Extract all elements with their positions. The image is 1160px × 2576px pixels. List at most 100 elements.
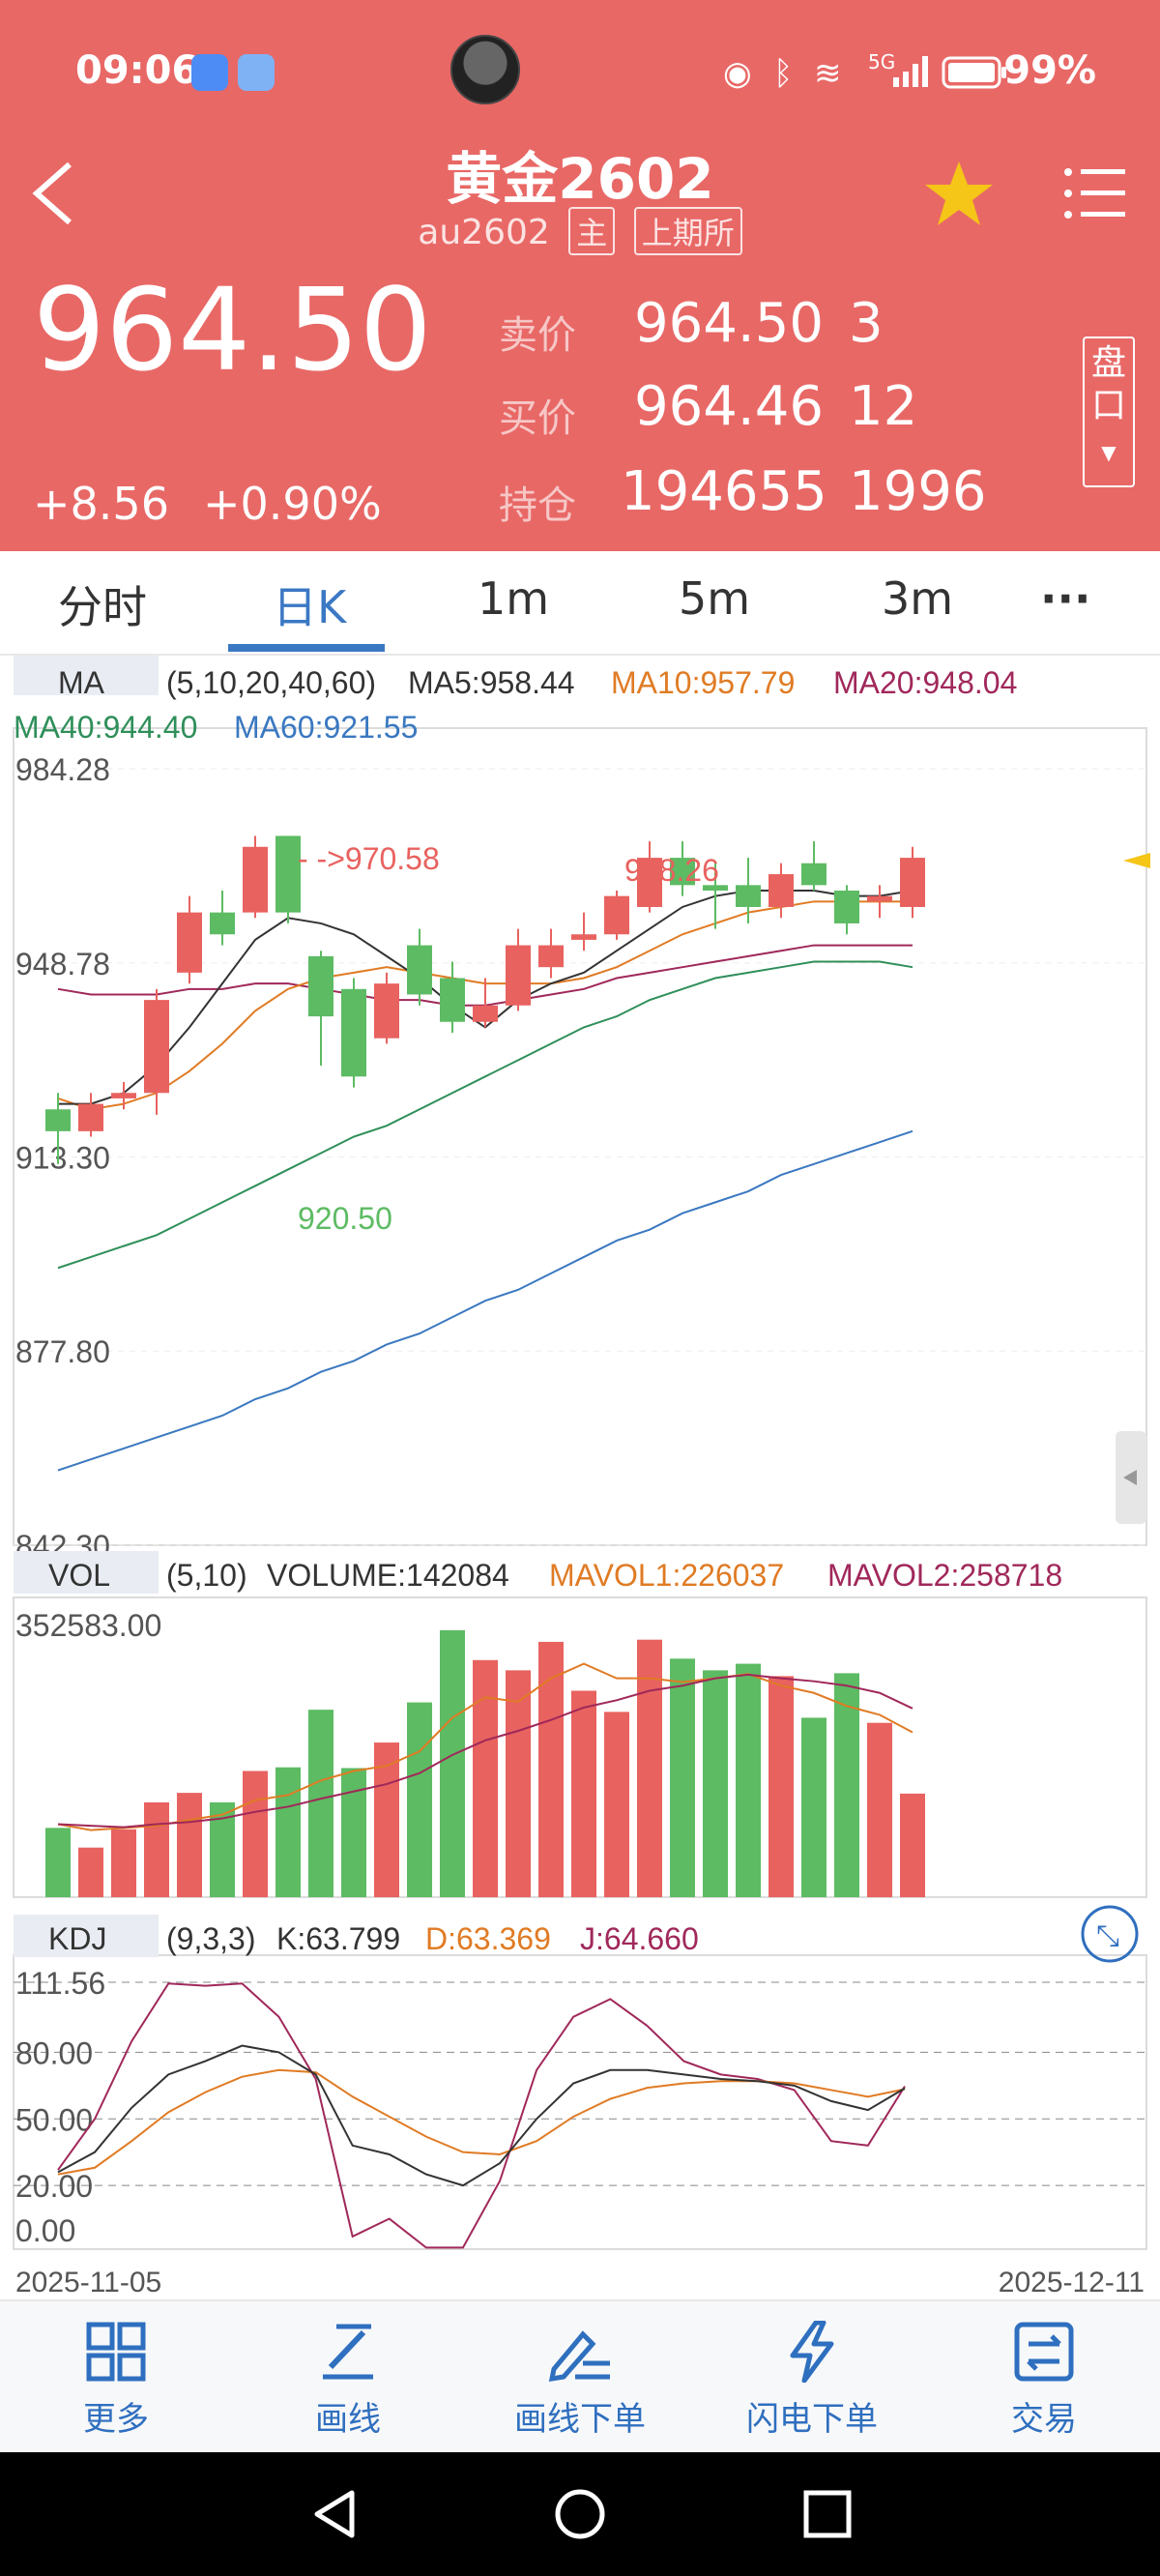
- candle-body-19: [670, 858, 695, 886]
- kline-ytick-0: 984.28: [15, 752, 110, 787]
- volume-bar-20: [703, 1670, 728, 1897]
- candle-body-20: [703, 885, 728, 892]
- back-arrow-icon[interactable]: [27, 155, 85, 232]
- fullscreen-toggle-icon[interactable]: [1081, 1905, 1139, 1963]
- ma-params: (5,10,20,40,60): [166, 665, 376, 700]
- mavol2-line: [57, 1673, 914, 1829]
- volume-bar-11: [407, 1702, 432, 1897]
- volume-bar-15: [538, 1641, 564, 1897]
- candle-body-26: [900, 858, 925, 907]
- x-axis-start-date: 2025-11-05: [15, 2267, 161, 2298]
- more-button[interactable]: 更多: [10, 2321, 222, 2440]
- candle-body-13: [473, 1005, 498, 1022]
- order-book-button[interactable]: 盘口 ▼: [1083, 337, 1135, 487]
- candle-body-10: [374, 983, 399, 1039]
- volume-bar-17: [604, 1712, 629, 1897]
- volume-bar-13: [473, 1659, 498, 1897]
- more-tabs-icon[interactable]: ···: [1040, 572, 1091, 625]
- candle-body-1: [78, 1103, 103, 1131]
- volume-bar-14: [506, 1670, 531, 1897]
- bluetooth-icon: ᛒ: [773, 54, 794, 93]
- nav-back-icon[interactable]: [307, 2487, 362, 2541]
- ma-tag-bg: [14, 656, 159, 695]
- draw-order-label: 画线下单: [514, 2400, 646, 2439]
- tab-timeshare[interactable]: 分时: [58, 581, 147, 633]
- lightning-order-button[interactable]: 闪电下单: [706, 2320, 918, 2440]
- kdj-j-line: [57, 1982, 906, 2249]
- volume-bar-12: [440, 1629, 465, 1897]
- volume-bar-24: [834, 1673, 859, 1897]
- tab-daily-k[interactable]: 日K: [273, 581, 347, 633]
- favorite-star-icon[interactable]: [923, 160, 995, 227]
- volume-bar-9: [341, 1768, 366, 1897]
- candle-body-11: [407, 945, 432, 995]
- volume-bar-16: [571, 1690, 596, 1897]
- tab-3m[interactable]: 3m: [882, 572, 954, 625]
- active-tab-indicator: [228, 644, 385, 652]
- user-avatar[interactable]: [450, 35, 520, 104]
- trade-label: 交易: [1011, 2400, 1077, 2439]
- message-notification-icon: [191, 54, 228, 91]
- trade-button[interactable]: 交易: [938, 2321, 1150, 2440]
- last-price: 964.50: [33, 263, 432, 396]
- kline-ytick-3: 877.80: [15, 1334, 110, 1369]
- volume-bar-25: [867, 1722, 892, 1897]
- vol-indicator-label: VOL: [48, 1558, 110, 1593]
- candle-body-15: [538, 945, 564, 968]
- wifi-icon: ≋: [814, 54, 842, 93]
- kdj-legend-2: J:64.660: [580, 1921, 699, 1956]
- draw-line-icon: [323, 2324, 373, 2380]
- mavol1-line: [57, 1662, 914, 1831]
- weather-notification-icon: [238, 54, 275, 91]
- contract-subtitle: au2602 主 上期所: [0, 207, 1160, 255]
- kdj-k-line: [57, 2044, 906, 2187]
- draw-order-button[interactable]: 画线下单: [474, 2321, 686, 2440]
- menu-icon[interactable]: [1063, 164, 1127, 222]
- kline-chart[interactable]: MA (5,10,20,40,60) MA5:958.44 MA10:957.79 MA…: [0, 656, 1160, 2299]
- candle-body-21: [736, 885, 761, 907]
- volume-bar-23: [801, 1717, 826, 1897]
- tab-5m[interactable]: 5m: [679, 572, 751, 625]
- draw-line-label: 画线: [315, 2400, 381, 2439]
- draw-line-button[interactable]: 画线: [242, 2321, 454, 2440]
- vol-legend-2: MAVOL2:258718: [827, 1558, 1062, 1593]
- vol-legend-1: MAVOL1:226037: [549, 1558, 784, 1593]
- volume-bar-26: [900, 1793, 925, 1897]
- candle-body-8: [308, 955, 334, 1017]
- grid-icon: [86, 2322, 146, 2382]
- tab-1m[interactable]: 1m: [478, 572, 550, 625]
- kdj-ytick-4: 0.00: [15, 2213, 75, 2248]
- order-book-label: 盘口: [1091, 343, 1127, 425]
- candle-body-5: [210, 912, 235, 935]
- signal-icon: [893, 56, 928, 87]
- kdj-params: (9,3,3): [166, 1921, 255, 1956]
- high-annotation: - ->970.58: [298, 841, 440, 876]
- volume-bar-18: [637, 1639, 662, 1897]
- x-axis-end-date: 2025-12-11: [999, 2267, 1145, 2298]
- candle-body-12: [440, 978, 465, 1022]
- candle-body-22: [768, 874, 794, 907]
- contract-title: 黄金2602: [446, 146, 714, 212]
- candle-body-6: [243, 846, 268, 913]
- bid-price: 964.46: [634, 375, 824, 438]
- candle-body-23: [801, 863, 826, 886]
- main-contract-tag: 主: [568, 207, 616, 255]
- volume-bar-19: [670, 1658, 695, 1897]
- candle-body-9: [341, 988, 366, 1077]
- ask-volume: 3: [849, 292, 884, 355]
- contract-code: au2602: [418, 213, 550, 252]
- candle-body-2: [111, 1093, 136, 1098]
- system-nav-bar: [0, 2452, 1160, 2576]
- price-change: +8.56: [33, 478, 169, 530]
- ma-legend-0: MA5:958.44: [408, 665, 575, 700]
- nav-home-icon[interactable]: [553, 2487, 607, 2541]
- kdj-indicator-label: KDJ: [48, 1921, 106, 1956]
- kdj-legend-0: K:63.799: [276, 1921, 400, 1956]
- open-interest-value: 194655: [621, 460, 827, 523]
- candle-body-7: [276, 835, 301, 913]
- trade-icon: [1014, 2322, 1074, 2382]
- exchange-tag: 上期所: [633, 207, 742, 255]
- nav-recents-icon[interactable]: [800, 2487, 855, 2541]
- vol-legend-0: VOLUME:142084: [267, 1558, 509, 1593]
- ma-indicator-label: MA: [58, 665, 105, 700]
